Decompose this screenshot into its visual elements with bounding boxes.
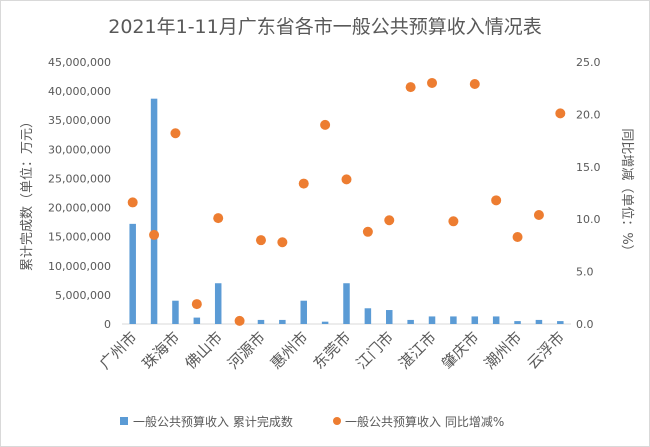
right-tick-label: 15.0 [576,161,601,174]
bar-东莞市 [343,283,350,324]
dot-云浮市 [555,108,566,119]
bar-珠海市 [172,300,179,324]
bar-茂名市 [450,316,457,324]
dot-梅州市 [277,237,288,248]
dot-湛江市 [427,77,438,88]
dot-广州市 [127,197,138,208]
category-label: 潮州市 [481,328,526,373]
category-label: 东莞市 [310,328,355,373]
category-label: 珠海市 [139,328,184,373]
right-tick-label: 20.0 [576,108,601,121]
bar-肇庆市 [471,316,479,324]
dot-东莞市 [341,174,352,185]
dot-茂名市 [448,216,459,227]
right-axis-ticks: 0.0 5.0 10.0 15.0 20.0 25.0 [576,56,601,331]
dot-珠海市 [170,128,181,139]
dot-深圳市 [149,229,160,240]
category-label: 惠州市 [267,328,312,373]
bar-揭阳市 [535,319,543,324]
bar-梅州市 [279,319,286,324]
right-tick-label: 10.0 [576,213,601,226]
left-tick-label: 20,000,000 [48,202,111,215]
dot-series [127,77,566,326]
left-tick-label: 40,000,000 [48,85,111,98]
left-axis-label: 累计完成数（单位：万元） [20,115,35,271]
category-label: 云浮市 [524,328,569,373]
category-label: 河源市 [224,328,269,373]
dot-潮州市 [512,232,523,243]
category-label: 广州市 [96,328,141,373]
bar-清远市 [492,316,500,324]
bar-阳江市 [407,319,414,324]
right-tick-label: 25.0 [576,56,601,69]
right-axis-label: 同比增减（单位：%） [619,128,634,257]
left-tick-label: 15,000,000 [48,231,111,244]
bar-汕头市 [193,317,201,324]
left-tick-label: 45,000,000 [48,56,111,69]
dot-惠州市 [298,178,309,189]
left-tick-label: 25,000,000 [48,172,111,185]
bar-中山市 [364,308,372,324]
dot-肇庆市 [469,79,480,90]
bar-深圳市 [150,98,158,325]
category-label: 江门市 [353,328,398,373]
category-label: 湛江市 [395,328,440,373]
bar-惠州市 [300,300,307,324]
bar-云浮市 [557,321,564,324]
category-label: 佛山市 [181,328,226,373]
left-tick-label: 35,000,000 [48,114,111,127]
legend-swatch-dot [333,417,341,425]
bar-佛山市 [214,283,222,324]
left-tick-label: 0 [104,318,111,331]
bar-河源市 [257,319,265,324]
dot-阳江市 [405,82,416,93]
chart-title: 2021年1-11月广东省各市一般公共预算收入情况表 [108,16,541,38]
legend-label-dot: 一般公共预算收入 同比增减% [345,414,504,429]
dot-汕尾市 [320,119,331,130]
bar-江门市 [386,310,393,324]
legend-label-bar: 一般公共预算收入 累计完成数 [133,414,293,429]
left-tick-label: 10,000,000 [48,260,111,273]
legend: 一般公共预算收入 累计完成数 一般公共预算收入 同比增减% [120,414,504,429]
dot-揭阳市 [533,210,544,221]
bar-广州市 [129,223,136,324]
left-axis-ticks: 0 5,000,000 10,000,000 15,000,000 20,000,000… [48,56,111,331]
dot-佛山市 [213,213,224,224]
dot-汕头市 [191,299,202,310]
legend-swatch-bar [120,417,128,425]
dot-河源市 [255,235,266,246]
bar-潮州市 [514,321,521,324]
dot-韶关市 [234,315,245,326]
bar-汕尾市 [321,321,329,324]
left-tick-label: 30,000,000 [48,143,111,156]
dot-中山市 [362,226,373,237]
left-tick-label: 5,000,000 [55,289,111,302]
bar-series [129,98,564,325]
dot-江门市 [384,215,395,226]
category-label: 肇庆市 [438,328,483,373]
right-tick-label: 0.0 [576,318,594,331]
right-tick-label: 5.0 [576,266,594,279]
bar-湛江市 [428,316,436,324]
dot-清远市 [491,195,502,206]
